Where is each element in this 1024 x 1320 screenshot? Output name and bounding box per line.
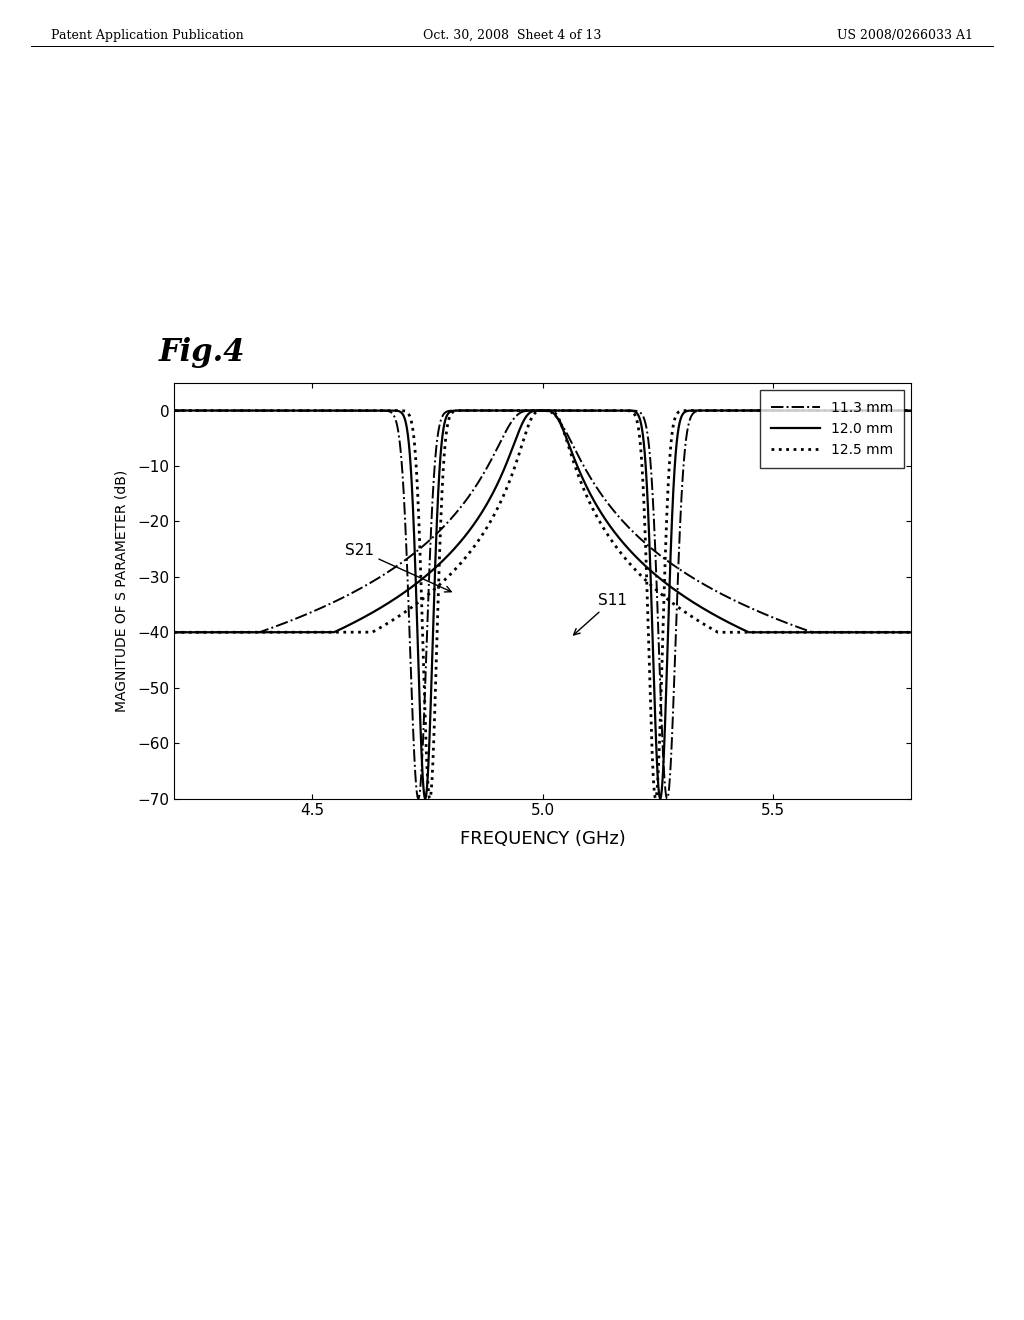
- Legend: 11.3 mm, 12.0 mm, 12.5 mm: 11.3 mm, 12.0 mm, 12.5 mm: [760, 389, 904, 467]
- Y-axis label: MAGNITUDE OF S PARAMETER (dB): MAGNITUDE OF S PARAMETER (dB): [115, 470, 129, 711]
- Text: S21: S21: [344, 543, 452, 591]
- Text: S11: S11: [573, 593, 627, 635]
- Text: Patent Application Publication: Patent Application Publication: [51, 29, 244, 42]
- Text: Oct. 30, 2008  Sheet 4 of 13: Oct. 30, 2008 Sheet 4 of 13: [423, 29, 601, 42]
- Text: Fig.4: Fig.4: [159, 337, 245, 367]
- X-axis label: FREQUENCY (GHz): FREQUENCY (GHz): [460, 829, 626, 847]
- Text: US 2008/0266033 A1: US 2008/0266033 A1: [837, 29, 973, 42]
